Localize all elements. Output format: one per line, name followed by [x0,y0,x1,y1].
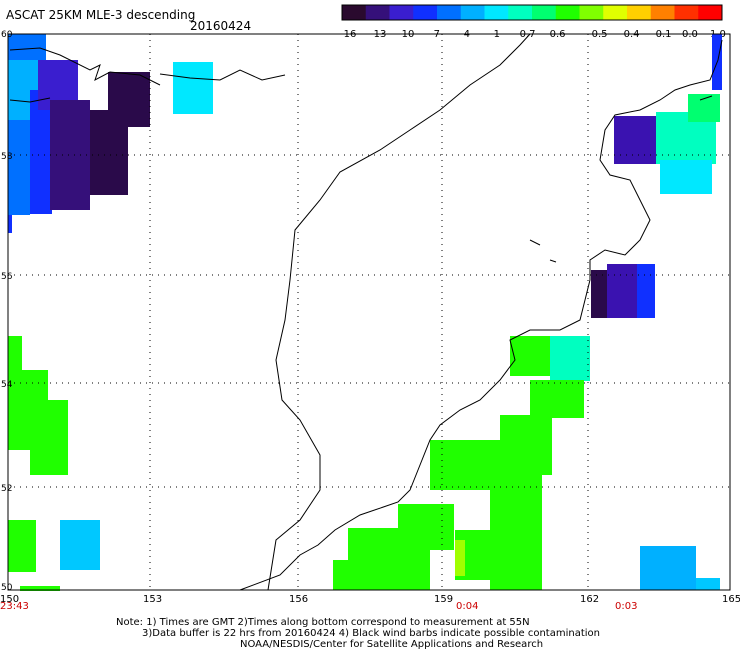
coastline [9,33,723,591]
y-tick-label: 52 [1,484,12,494]
map-date: 20160424 [190,19,251,33]
colorbar-cell [532,5,557,20]
swath-cell [550,336,590,381]
pass-time: 23:43 [0,601,29,612]
colorbar-cell [650,5,675,20]
colorbar [341,4,723,21]
note-line-1: Note: 1) Times are GMT 2)Times along bot… [116,617,530,628]
pass-time: 0:03 [615,601,637,612]
x-tick-label: 156 [289,594,308,605]
colorbar-cell [460,5,485,20]
swath-cell [398,504,454,550]
note-line-3: NOAA/NESDIS/Center for Satellite Applica… [240,639,543,650]
swath-cell [30,400,68,475]
swath-cell [8,336,22,376]
colorbar-cell [389,5,414,20]
pass-time: 0:04 [456,601,478,612]
swath-cell [455,540,465,576]
swath-cell [20,586,60,591]
swath-cell [8,215,12,233]
x-tick-label: 150 [0,594,19,605]
colorbar-cell [365,5,390,20]
y-tick-label: 50 [1,583,13,593]
colorbar-cell [579,5,604,20]
swath-cell [30,90,52,214]
colorbar-cell [508,5,533,20]
x-axis-labels: 150 153 156 159 162 165 [0,594,740,605]
colorbar-cell [413,5,438,20]
swath-cell [463,500,490,528]
swath-cell [173,62,213,114]
colorbar-cell [555,5,580,20]
swath-cell [530,380,584,418]
swath-cell [660,160,712,194]
wind-data-swaths [8,34,722,591]
swath-cell [510,336,550,376]
colorbar-cell [698,5,723,20]
swath-cell [8,120,30,215]
swath-cell [614,116,656,164]
swath-cell [333,560,363,590]
swath-cell [640,546,696,590]
swath-cell [607,264,637,318]
swath-cell [490,470,542,590]
y-tick-label: 54 [1,380,13,390]
x-tick-label: 165 [722,594,740,605]
colorbar-cell [437,5,462,20]
swath-cell [108,72,150,127]
colorbar-cell [674,5,699,20]
x-tick-label: 159 [434,594,453,605]
swath-cell [696,578,720,590]
y-axis-labels: 60 58 56 54 52 50 [1,30,13,593]
x-tick-label: 153 [143,594,162,605]
y-tick-label: 58 [1,152,13,162]
swath-cell [390,545,430,590]
y-tick-label: 60 [1,30,13,40]
x-tick-label: 162 [580,594,599,605]
colorbar-cell [603,5,628,20]
colorbar-cell [342,5,367,20]
swath-cell [8,520,36,572]
swath-cell [637,264,655,318]
colorbar-cell [484,5,509,20]
y-tick-label: 56 [1,272,13,282]
colorbar-frame [341,4,723,21]
map-title: ASCAT 25KM MLE-3 descending [6,8,195,22]
swath-cell [591,270,611,318]
plot-frame [7,33,731,591]
colorbar-cell [627,5,652,20]
lat-lon-grid [8,34,730,590]
swath-cell [60,520,100,570]
note-line-2: 3)Data buffer is 22 hrs from 20160424 4)… [142,628,600,639]
